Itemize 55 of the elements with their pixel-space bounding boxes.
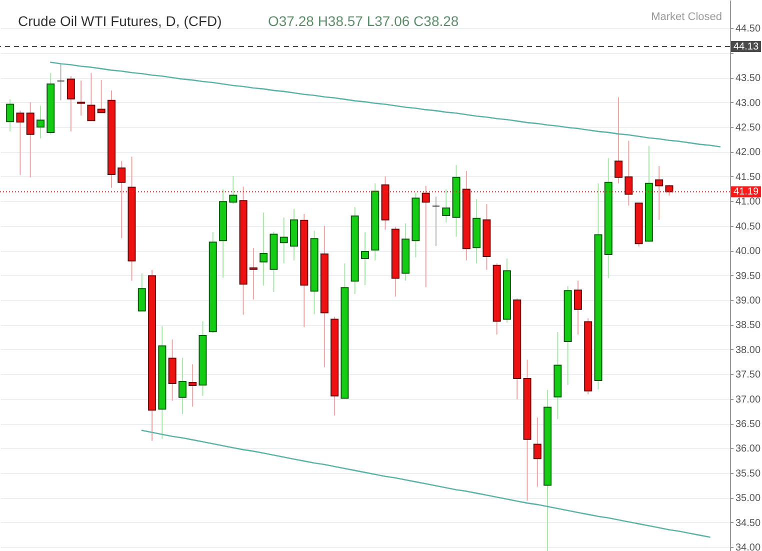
y-tick-label: 39.00	[736, 295, 761, 306]
y-tick-label: 43.00	[736, 98, 761, 109]
candlestick	[77, 80, 86, 116]
candlestick	[422, 185, 430, 288]
candlestick	[26, 102, 34, 178]
candlestick	[6, 98, 14, 132]
y-tick-label: 38.50	[736, 320, 761, 332]
candlestick	[16, 110, 24, 176]
candlestick	[188, 364, 197, 408]
candlestick	[66, 76, 75, 132]
y-tick-label: 43.50	[736, 73, 761, 84]
y-tick-label: 40.50	[736, 221, 761, 232]
y-tick-label: 41.50	[736, 172, 761, 183]
candlestick	[533, 417, 542, 488]
candlestick	[178, 357, 186, 415]
candlestick	[260, 212, 268, 286]
candlestick	[624, 140, 633, 206]
candlestick	[361, 232, 369, 286]
y-tick-label: 35.00	[736, 493, 761, 504]
y-tick-label: 42.50	[736, 122, 761, 134]
candlestick	[432, 196, 440, 247]
candlestick	[138, 272, 146, 312]
candlestick	[229, 175, 238, 205]
y-tick-label: 38.00	[736, 344, 761, 356]
y-tick-label: 40.00	[736, 246, 761, 258]
candlestick	[249, 248, 258, 300]
candlestick	[56, 64, 65, 101]
y-tick-label: 37.50	[736, 370, 761, 381]
candlestick	[614, 96, 623, 184]
line-series	[50, 62, 721, 148]
annotation: O37.28 H38.57 L37.06 C38.28	[268, 13, 459, 29]
annotation: Market Closed	[651, 11, 722, 23]
y-tick-label: 36.50	[736, 419, 761, 430]
text: Crude Oil WTI Futures, D, (CFD)	[18, 13, 222, 29]
candlestick	[655, 166, 664, 220]
y-tick-label: 42.00	[736, 147, 761, 158]
y-tick-label: 34.00	[736, 542, 761, 551]
candlestick	[280, 216, 288, 264]
y-tick-label: 44.50	[736, 24, 761, 35]
candlestick	[97, 80, 106, 114]
candlestick	[36, 105, 44, 139]
y-tick-label: 34.50	[736, 518, 761, 529]
y-tick-label: 41.00	[736, 196, 761, 208]
candlestick	[118, 160, 126, 239]
ref-line-label: 44.13	[733, 41, 759, 52]
candlestick	[87, 72, 96, 122]
y-tick-label: 37.00	[736, 394, 761, 406]
ref-line-label: 41.19	[733, 186, 759, 198]
y-tick-label: 36.00	[736, 444, 761, 455]
candlestick	[665, 184, 674, 196]
candlestick	[574, 280, 582, 336]
y-tick-label: 35.50	[736, 468, 761, 480]
line-series	[141, 430, 710, 538]
candlestick	[442, 188, 450, 223]
y-tick-label: 39.50	[736, 270, 761, 282]
